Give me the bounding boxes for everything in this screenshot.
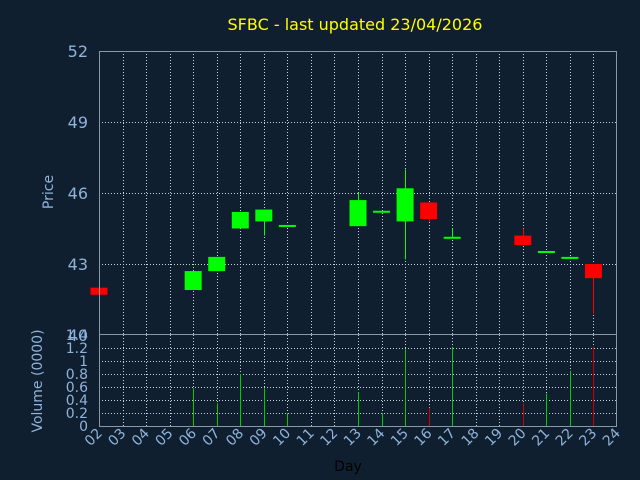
candle-body: [208, 256, 226, 272]
day-tick-label: 11: [294, 426, 318, 450]
day-tick-label: 19: [482, 426, 506, 450]
day-tick-label: 09: [247, 426, 271, 450]
candle-16: [420, 202, 438, 222]
candle-body: [231, 211, 249, 229]
price-y-ticks: 40 43 46 49 52: [68, 42, 88, 345]
volume-tick-label: 1.4: [66, 328, 88, 344]
price-tick-label: 43: [68, 255, 88, 274]
volume-panel: 00.20.40.60.811.21.4 Volume (0000): [30, 328, 617, 435]
candle-body: [561, 256, 579, 259]
candle-body: [420, 202, 438, 220]
candle-body: [584, 264, 602, 279]
day-tick-label: 06: [176, 425, 200, 449]
candle-07: [208, 256, 226, 272]
price-tick-label: 40: [68, 326, 88, 345]
x-axis-label: Day: [334, 459, 362, 475]
volume-tick-label: 0: [79, 419, 88, 435]
day-tick-label: 10: [270, 426, 294, 450]
day-tick-label: 23: [576, 426, 600, 450]
candle-13: [349, 193, 367, 227]
candle-17: [443, 228, 461, 239]
day-tick-label: 13: [341, 426, 365, 450]
day-tick-label: 18: [459, 426, 483, 450]
candle-23: [584, 264, 602, 314]
day-tick-label: 07: [200, 426, 224, 450]
volume-bars: [193, 346, 594, 426]
candle-08: [231, 211, 249, 229]
price-grid: [99, 51, 617, 335]
day-tick-label: 21: [529, 426, 553, 450]
candle-body: [349, 200, 367, 227]
volume-tick-label: 0.8: [66, 367, 88, 383]
day-tick-label: 22: [553, 426, 577, 450]
volume-tick-label: 0.2: [66, 406, 88, 422]
candle-body: [255, 209, 273, 222]
day-tick-label: 24: [600, 425, 624, 449]
price-panel: 40 43 46 49 52 Price: [41, 42, 617, 345]
candle-14: [373, 210, 391, 213]
candle-22: [561, 256, 579, 259]
candle-body: [537, 250, 555, 253]
volume-tick-label: 1.2: [66, 341, 88, 357]
price-axis-label: Price: [41, 175, 57, 209]
volume-y-ticks: 00.20.40.60.811.21.4: [66, 328, 88, 435]
day-tick-label: 03: [105, 426, 129, 450]
chart-title: SFBC - last updated 23/04/2026: [228, 15, 483, 34]
candle-15: [396, 169, 414, 260]
candle-body: [396, 188, 414, 222]
volume-tick-label: 0.4: [66, 393, 88, 409]
candle-20: [514, 228, 532, 246]
candle-body: [514, 235, 532, 246]
volume-frame: [99, 334, 617, 427]
price-tick-label: 46: [68, 184, 88, 203]
candle-10: [278, 224, 296, 227]
candle-body: [184, 271, 202, 291]
volume-tick-label: 1: [79, 354, 88, 370]
candle-21: [537, 250, 555, 253]
day-tick-label: 15: [388, 426, 412, 450]
candle-06: [184, 271, 202, 291]
candle-body: [373, 210, 391, 213]
day-tick-label: 04: [129, 425, 153, 449]
day-tick-label: 17: [435, 426, 459, 450]
volume-tick-label: 0.6: [66, 380, 88, 396]
day-tick-label: 14: [364, 425, 388, 449]
day-tick-label: 08: [223, 426, 247, 450]
volume-axis-label: Volume (0000): [30, 329, 46, 432]
day-tick-label: 20: [506, 426, 530, 450]
candle-09: [255, 209, 273, 236]
day-tick-label: 05: [153, 426, 177, 450]
day-tick-label: 16: [412, 425, 436, 449]
candle-body: [443, 236, 461, 239]
price-tick-label: 52: [68, 42, 88, 61]
price-tick-label: 49: [68, 113, 88, 132]
x-ticks: 02 03 04 05 06 07 08 09 10 11 12 13 14 15 16 17 18 19 20 21…: [82, 425, 624, 449]
candle-body: [278, 224, 296, 227]
day-tick-label: 12: [317, 426, 341, 450]
